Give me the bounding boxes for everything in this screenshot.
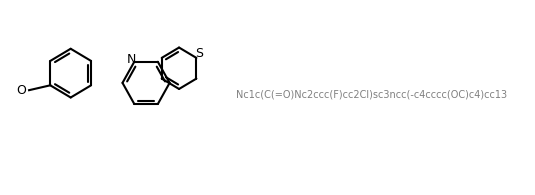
Text: Nc1c(C(=O)Nc2ccc(F)cc2Cl)sc3ncc(-c4cccc(OC)c4)cc13: Nc1c(C(=O)Nc2ccc(F)cc2Cl)sc3ncc(-c4cccc(… — [235, 90, 507, 99]
Text: S: S — [195, 47, 203, 59]
Text: O: O — [16, 84, 26, 97]
Text: N: N — [127, 53, 136, 66]
